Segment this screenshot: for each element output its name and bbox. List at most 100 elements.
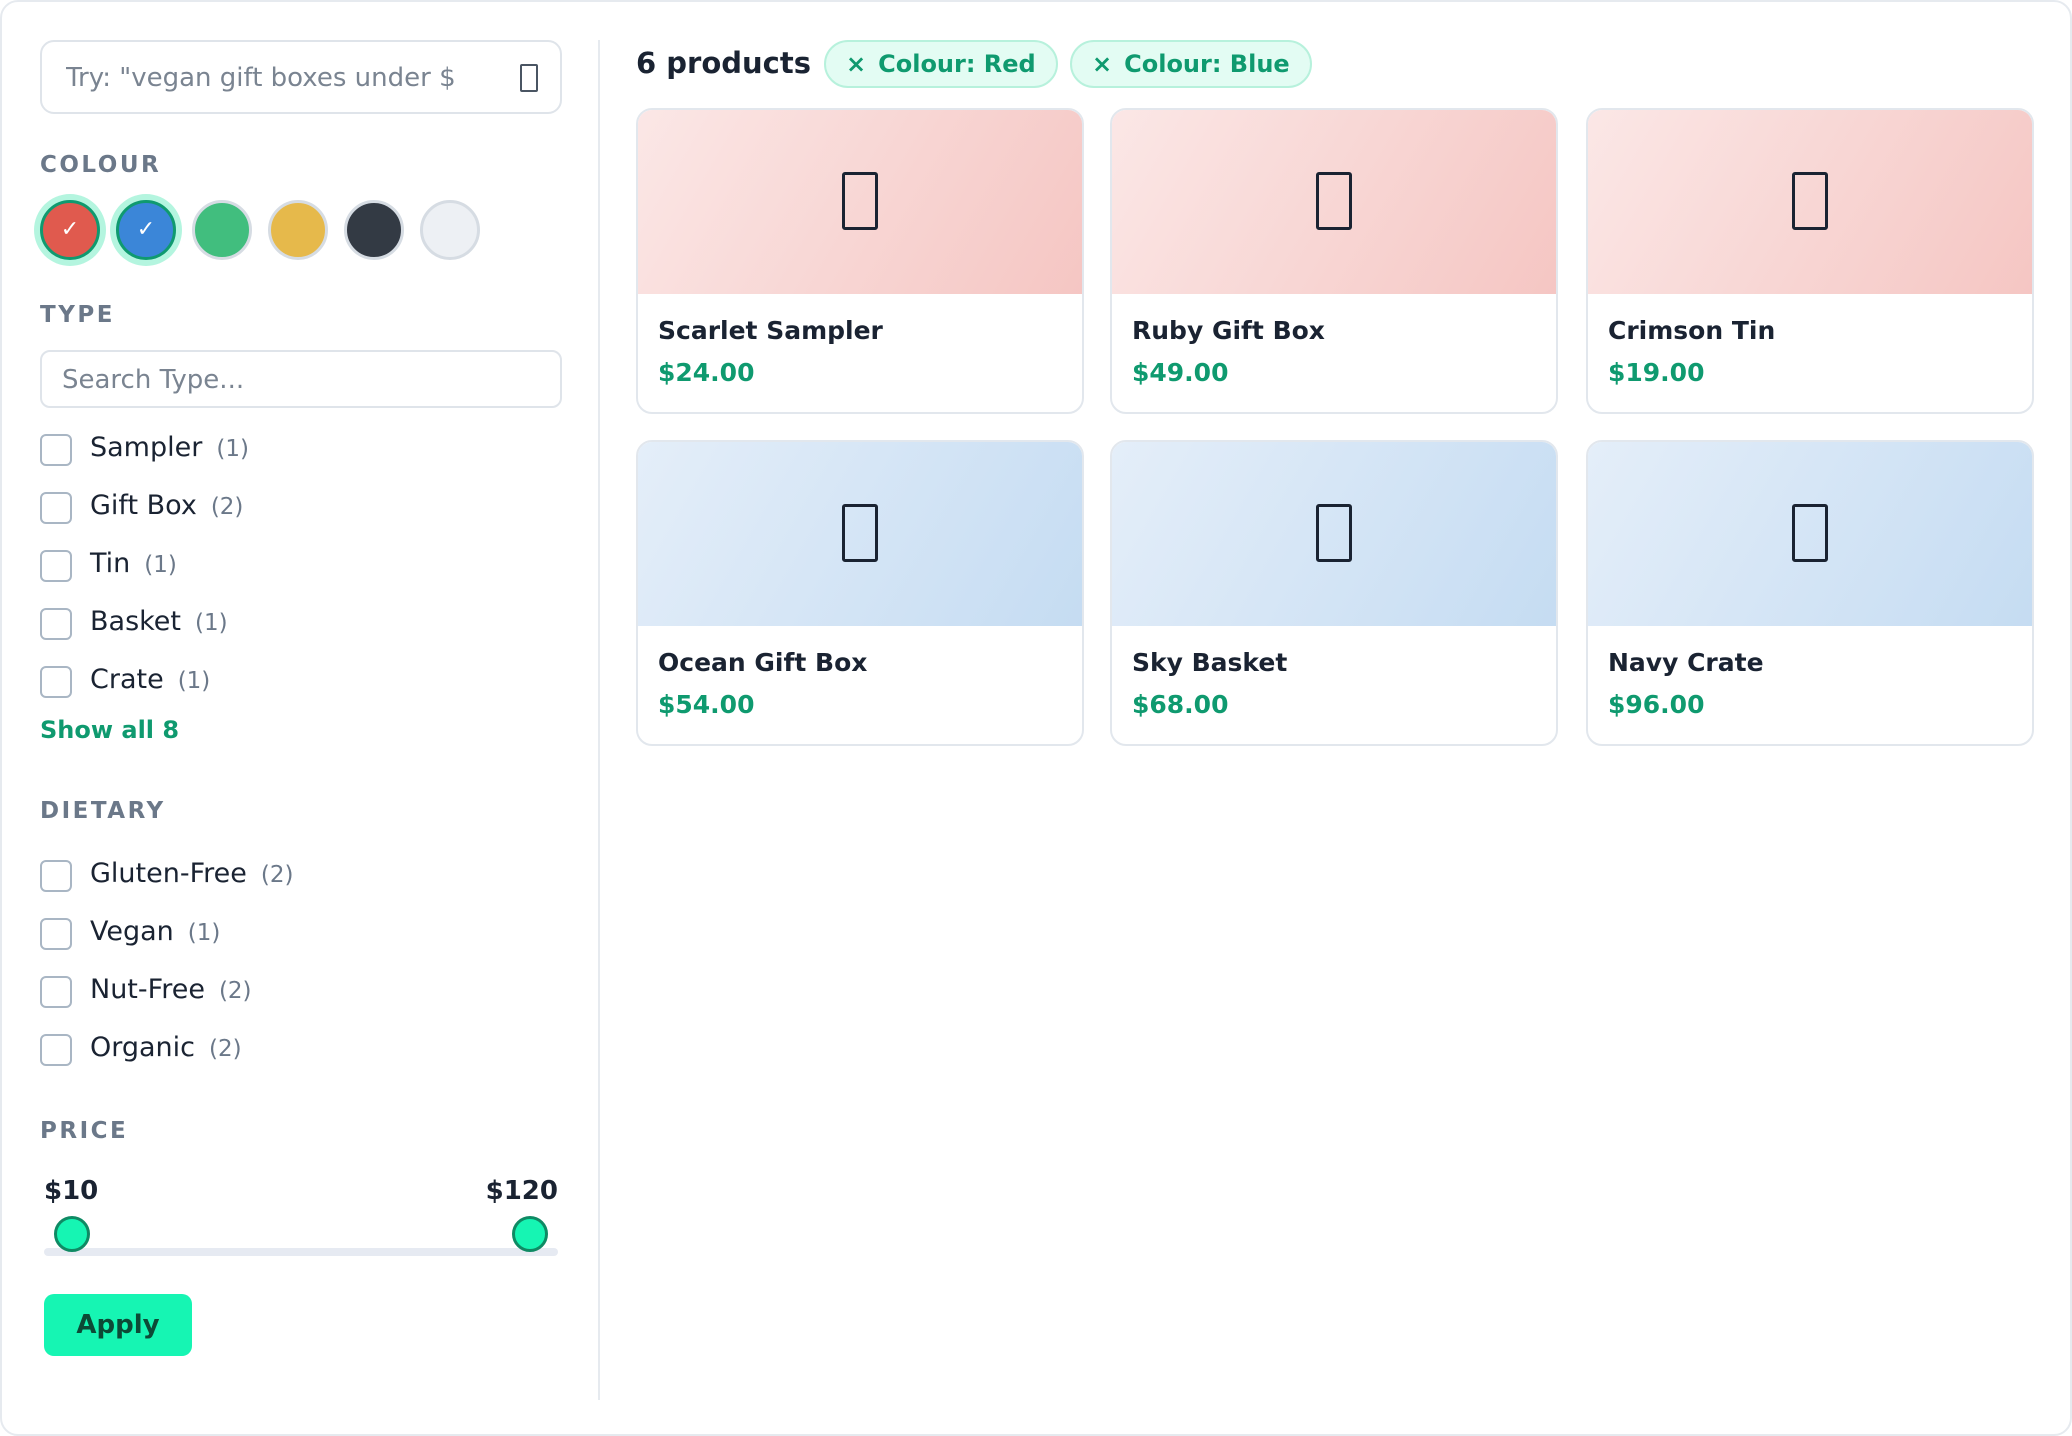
type-option-label: Gift Box (2) [90,490,244,521]
type-option-label: Sampler (1) [90,432,249,463]
price-section-label: PRICE [40,1118,129,1144]
filter-sidebar: COLOUR ✓ ✓ TYPE Sampler(1) Gift Box(2) [40,40,562,1400]
check-icon: ✓ [136,217,156,242]
checkbox[interactable] [40,860,72,892]
type-search-box [40,350,562,408]
price-slider-track[interactable] [44,1248,558,1256]
dietary-option-label: Vegan (1) [90,916,221,947]
colour-swatch-blue[interactable]: ✓ [116,200,176,260]
product-price: $54.00 [658,690,755,719]
type-option-count: (1) [144,552,177,578]
price-slider-max-handle[interactable] [512,1216,548,1252]
type-option-gift-box[interactable]: Gift Box (2) [40,486,562,526]
checkbox[interactable] [40,918,72,950]
dietary-option-count: (2) [260,862,294,888]
product-image [1112,442,1556,626]
product-card[interactable]: Ocean Gift Box $54.00 [636,440,1084,746]
product-card[interactable]: Scarlet Sampler $24.00 [636,108,1084,414]
product-price: $24.00 [658,358,755,387]
colour-swatches: ✓ ✓ [40,200,562,268]
product-icon [842,172,878,230]
product-image [638,110,1082,294]
checkbox[interactable] [40,608,72,640]
checkbox[interactable] [40,1034,72,1066]
dietary-option-label: Organic (2) [90,1032,242,1063]
product-price: $19.00 [1608,358,1705,387]
price-min-value: $10 [44,1176,99,1206]
checkbox[interactable] [40,666,72,698]
dietary-option-gluten-free[interactable]: Gluten-Free (2) [40,854,562,894]
filter-chip-label: Colour: Blue [1124,50,1290,78]
type-option-count: (2) [210,494,244,520]
colour-swatch-black[interactable] [344,200,404,260]
sidebar-divider [598,40,600,1400]
remove-icon[interactable]: × [846,50,867,78]
dietary-option-count: (2) [218,978,252,1004]
check-icon: ✓ [60,217,80,242]
price-slider-min-handle[interactable] [54,1216,90,1252]
checkbox[interactable] [40,976,72,1008]
dietary-option-label: Nut-Free (2) [90,974,252,1005]
type-section-label: TYPE [40,302,115,328]
product-image [1588,442,2032,626]
product-icon [1792,504,1828,562]
type-option-label: Crate (1) [90,664,211,695]
product-name: Navy Crate [1608,648,1764,677]
product-name: Ruby Gift Box [1132,316,1325,345]
product-price: $68.00 [1132,690,1229,719]
product-image [1588,110,2032,294]
dietary-option-count: (1) [187,920,221,946]
product-image [638,442,1082,626]
colour-swatch-red[interactable]: ✓ [40,200,100,260]
product-name: Sky Basket [1132,648,1288,677]
dietary-section-label: DIETARY [40,798,166,824]
result-count: 6 products [636,46,811,80]
type-option-basket[interactable]: Basket (1) [40,602,562,642]
results-panel: 6 products × Colour: Red × Colour: Blue Sc… [636,40,2036,1400]
product-card[interactable]: Sky Basket $68.00 [1110,440,1558,746]
product-icon [1316,172,1352,230]
show-all-types-link[interactable]: Show all 8 [40,716,180,744]
dietary-option-nut-free[interactable]: Nut-Free (2) [40,970,562,1010]
colour-swatch-yellow[interactable] [268,200,328,260]
filter-chip-colour-blue[interactable]: × Colour: Blue [1070,40,1312,88]
product-icon [842,504,878,562]
remove-icon[interactable]: × [1092,50,1113,78]
product-name: Ocean Gift Box [658,648,868,677]
type-option-tin[interactable]: Tin (1) [40,544,562,584]
dietary-option-label: Gluten-Free (2) [90,858,294,889]
type-search-input[interactable] [62,364,532,396]
filter-chip-label: Colour: Red [878,50,1036,78]
product-card[interactable]: Ruby Gift Box $49.00 [1110,108,1558,414]
apply-button[interactable]: Apply [44,1294,192,1356]
colour-swatch-white[interactable] [420,200,480,260]
type-option-crate[interactable]: Crate (1) [40,660,562,700]
filter-chip-colour-red[interactable]: × Colour: Red [824,40,1058,88]
search-box [40,40,562,114]
product-price: $49.00 [1132,358,1229,387]
product-price: $96.00 [1608,690,1705,719]
dietary-option-organic[interactable]: Organic (2) [40,1028,562,1068]
product-name: Crimson Tin [1608,316,1776,345]
product-card[interactable]: Crimson Tin $19.00 [1586,108,2034,414]
search-input[interactable] [66,60,482,96]
product-name: Scarlet Sampler [658,316,883,345]
dietary-option-count: (2) [209,1036,242,1062]
dietary-option-vegan[interactable]: Vegan (1) [40,912,562,952]
colour-section-label: COLOUR [40,152,162,178]
type-option-count: (1) [195,610,228,636]
product-card[interactable]: Navy Crate $96.00 [1586,440,2034,746]
product-icon [1792,172,1828,230]
search-icon[interactable] [520,64,538,92]
checkbox[interactable] [40,492,72,524]
price-max-value: $120 [485,1176,558,1206]
checkbox[interactable] [40,550,72,582]
type-option-sampler[interactable]: Sampler (1) [40,428,562,468]
product-image [1112,110,1556,294]
product-icon [1316,504,1352,562]
type-option-label: Tin (1) [90,548,177,579]
colour-swatch-green[interactable] [192,200,252,260]
type-option-label: Basket (1) [90,606,228,637]
checkbox[interactable] [40,434,72,466]
